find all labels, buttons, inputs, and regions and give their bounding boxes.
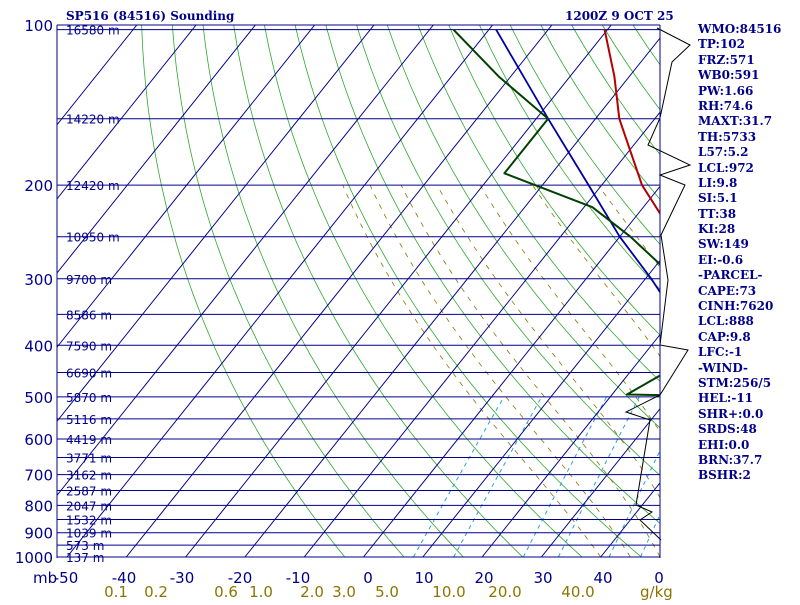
sounding-index: CINH:7620 (698, 299, 798, 314)
temperature-tick-label: 0 (363, 569, 373, 587)
pressure-tick-label: 300 (24, 271, 53, 289)
sounding-index: LCL:888 (698, 314, 798, 329)
sounding-index: EI:-0.6 (698, 253, 798, 268)
height-label: 2047 m (66, 499, 112, 513)
sounding-index: -PARCEL- (698, 268, 798, 283)
mixing-ratio-label: 2.0 (300, 583, 324, 600)
sounding-index: MAXT:31.7 (698, 114, 798, 129)
sounding-index: -WIND- (698, 361, 798, 376)
mixing-ratio-label: 0.2 (144, 583, 168, 600)
temperature-tick-label: 30 (533, 569, 552, 587)
pressure-tick-label: 500 (24, 389, 53, 407)
sounding-index: RH:74.6 (698, 99, 798, 114)
height-label: 4419 m (66, 433, 112, 447)
mixing-ratio-label: 40.0 (561, 583, 594, 600)
sounding-index: BSHR:2 (698, 468, 798, 483)
height-label: 7590 m (66, 339, 112, 353)
sounding-index: TH:5733 (698, 130, 798, 145)
height-label: 10950 m (66, 231, 120, 245)
mixing-ratio-label: 20.0 (488, 583, 521, 600)
pressure-tick-label: 400 (24, 337, 53, 355)
height-label: 137 m (66, 551, 104, 565)
sounding-index: SRDS:48 (698, 422, 798, 437)
mixing-ratio-label: 10.0 (432, 583, 465, 600)
sounding-index: SI:5.1 (698, 191, 798, 206)
sounding-index: FRZ:571 (698, 53, 798, 68)
pressure-tick-label: 600 (24, 431, 53, 449)
pressure-tick-label: 1000 (15, 549, 53, 567)
sounding-index: LI:9.8 (698, 176, 798, 191)
sounding-index: SW:149 (698, 237, 798, 252)
sounding-index: HEL:-11 (698, 391, 798, 406)
pressure-tick-label: 700 (24, 467, 53, 485)
height-label: 6690 m (66, 367, 112, 381)
sounding-index: CAPE:73 (698, 284, 798, 299)
sounding-index: STM:256/5 (698, 376, 798, 391)
pressure-tick-label: 100 (24, 17, 53, 35)
pressure-tick-label: 800 (24, 497, 53, 515)
sounding-index: LCL:972 (698, 161, 798, 176)
sounding-time: 1200Z 9 OCT 25 (565, 9, 674, 23)
height-label: 12420 m (66, 179, 120, 193)
sounding-index: LFC:-1 (698, 345, 798, 360)
sounding-index: KI:28 (698, 222, 798, 237)
temperature-tick-label: -50 (54, 569, 79, 587)
height-label: 3162 m (66, 469, 112, 483)
sounding-index: TP:102 (698, 37, 798, 52)
temperature-tick-label: 10 (414, 569, 433, 587)
mixing-ratio-label: 0.1 (104, 583, 128, 600)
height-label: 5870 m (66, 391, 112, 405)
height-label: 3771 m (66, 452, 112, 466)
sounding-index: EHI:0.0 (698, 438, 798, 453)
height-label: 14220 m (66, 113, 120, 127)
sounding-index: SHR+:0.0 (698, 407, 798, 422)
sounding-index: WB0:591 (698, 68, 798, 83)
temperature-tick-label: 40 (593, 569, 612, 587)
height-label: 8586 m (66, 308, 112, 322)
height-label: 5116 m (66, 413, 112, 427)
height-label: 9700 m (66, 273, 112, 287)
sounding-index: PW:1.66 (698, 84, 798, 99)
height-label: 16580 m (66, 24, 120, 38)
mixing-ratio-label: 5.0 (375, 583, 399, 600)
sounding-index: WMO:84516 (698, 22, 798, 37)
sounding-index: L57:5.2 (698, 145, 798, 160)
mixing-ratio-unit: g/kg (640, 583, 673, 600)
sounding-index: BRN:37.7 (698, 453, 798, 468)
sounding-index: CAP:9.8 (698, 330, 798, 345)
mixing-ratio-label: 3.0 (332, 583, 356, 600)
mixing-ratio-label: 0.6 (214, 583, 238, 600)
temperature-tick-label: -30 (170, 569, 195, 587)
pressure-tick-label: 900 (24, 525, 53, 543)
sounding-index: TT:38 (698, 207, 798, 222)
mixing-ratio-label: 1.0 (249, 583, 273, 600)
pressure-tick-label: 200 (24, 177, 53, 195)
height-label: 2587 m (66, 485, 112, 499)
height-label: 1532 m (66, 514, 112, 528)
station-title: SP516 (84516) Sounding (66, 9, 235, 23)
